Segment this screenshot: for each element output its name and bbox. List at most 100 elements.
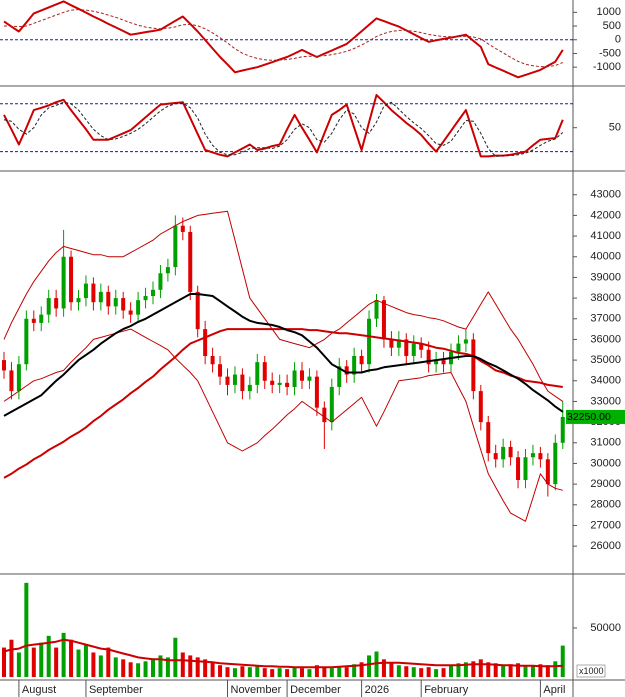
volume-bar: [151, 659, 155, 677]
candle-body: [210, 355, 215, 365]
candle-body: [359, 355, 364, 365]
indicator-line: [3, 94, 564, 158]
candle-body: [396, 339, 401, 348]
volume-bar: [508, 664, 513, 677]
volume-bar: [262, 668, 267, 677]
candle-body: [225, 376, 230, 385]
volume-bar: [9, 639, 14, 677]
volume-bar: [463, 662, 468, 677]
volume-bar: [270, 669, 275, 677]
volume-bar: [91, 652, 96, 677]
volume-bar: [232, 668, 237, 677]
y-tick-label: 29000: [590, 478, 621, 490]
candle-body: [352, 355, 357, 375]
volume-bar: [396, 665, 401, 677]
volume-bar: [530, 666, 535, 677]
y-tick-label: 50: [609, 122, 621, 134]
volume-bar: [367, 655, 372, 677]
candle-body: [314, 376, 319, 408]
candle-body: [307, 376, 312, 381]
y-tick-label: 31000: [590, 437, 621, 449]
candle-body: [493, 453, 498, 460]
candle-body: [262, 362, 267, 381]
volume-bar: [24, 582, 29, 677]
candle-body: [344, 366, 349, 375]
y-tick-label: 42000: [590, 209, 621, 221]
candle-body: [180, 225, 185, 232]
candle-body: [46, 298, 51, 315]
candle-body: [9, 370, 14, 392]
candle-body: [165, 267, 170, 274]
volume-bar: [441, 668, 446, 677]
volume-bar: [471, 661, 476, 677]
candle-body: [478, 391, 483, 423]
last-price-box: [566, 409, 625, 424]
volume-bar: [553, 661, 558, 677]
last-price-label: 32250.00: [567, 411, 611, 423]
volume-bar: [300, 668, 304, 677]
candle-body: [560, 416, 565, 443]
candle-body: [113, 298, 118, 307]
candle-body: [463, 339, 468, 344]
y-tick-label: 27000: [590, 519, 621, 531]
volume-bar: [136, 663, 141, 677]
candle-body: [456, 343, 461, 352]
y-tick-label: 41000: [590, 230, 621, 242]
candle-body: [106, 291, 111, 307]
candle-body: [322, 407, 327, 423]
volume-bar: [322, 667, 327, 677]
volume-bar: [411, 667, 416, 677]
volume-bar: [158, 655, 163, 677]
volume-bar: [180, 652, 185, 677]
candle-body: [530, 453, 535, 458]
candle-body: [411, 343, 416, 356]
panel: [2, 582, 565, 677]
candle-body: [516, 457, 521, 480]
volume-bar: [203, 659, 208, 677]
volume-bar: [195, 657, 200, 677]
candle-body: [374, 300, 379, 319]
y-tick-label: 28000: [590, 499, 621, 511]
y-tick-label: 500: [603, 20, 621, 32]
candle-body: [2, 360, 6, 371]
volume-bar: [54, 647, 59, 677]
indicator-line: [3, 101, 564, 157]
candle-body: [389, 339, 394, 348]
candle-body: [158, 273, 163, 290]
candle-body: [232, 374, 237, 385]
candle-body: [277, 382, 282, 385]
candle-body: [292, 370, 297, 387]
volume-bar: [218, 665, 223, 677]
volume-bar: [285, 669, 290, 677]
volume-bar: [359, 662, 364, 677]
y-tick-label: 37000: [590, 313, 621, 325]
candle-body: [247, 384, 252, 392]
volume-bar: [240, 666, 245, 677]
panel: [0, 94, 573, 158]
candle-body: [523, 457, 528, 480]
volume-bar: [2, 647, 6, 677]
candle-body: [16, 364, 21, 392]
candle-body: [91, 283, 96, 303]
y-tick-label: -1000: [593, 61, 621, 73]
volume-bar: [307, 669, 312, 677]
candle-body: [441, 360, 446, 365]
volume-bar: [314, 665, 319, 677]
volume-bar: [486, 662, 491, 677]
y-tick-label: 43000: [590, 189, 621, 201]
y-tick-label: 40000: [590, 251, 621, 263]
candle-body: [337, 366, 342, 387]
candle-body: [31, 318, 36, 323]
volume-bar: [247, 667, 252, 677]
volume-bar: [434, 669, 439, 677]
panel: [2, 210, 565, 522]
candle-body: [218, 364, 223, 377]
volume-bar: [389, 663, 394, 677]
candle-body: [61, 256, 66, 309]
candle-body: [69, 256, 74, 303]
indicator-line: [3, 0, 564, 79]
x-tick-label: August: [22, 684, 56, 696]
volume-bar: [76, 649, 81, 677]
volume-bar: [493, 663, 498, 677]
